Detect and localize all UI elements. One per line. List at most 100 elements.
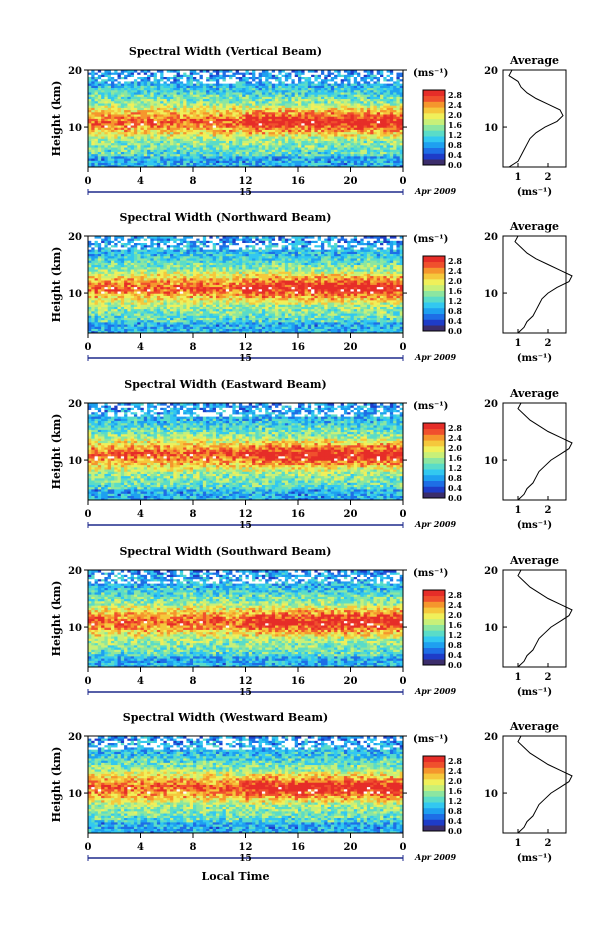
colorbar-segment [423,95,445,102]
colorbar-segment [423,90,445,97]
profile-y-tick-label: 10 [484,123,498,134]
x-tick-label: 20 [344,509,358,520]
heatmap [88,236,404,334]
x-tick-label: 20 [344,676,358,687]
colorbar-tick-label: 0.0 [448,493,462,503]
colorbar-segment [423,319,445,326]
y-tick-label: 10 [68,789,82,800]
colorbar-segment [423,618,445,625]
colorbar-tick-label: 0.4 [448,816,462,826]
x-tick-label: 8 [190,842,197,853]
y-tick-label: 10 [68,456,82,467]
profile-x-label: (ms⁻¹) [517,187,552,198]
day-label: 15 [239,688,252,698]
panel-title: Spectral Width (Vertical Beam) [129,45,322,58]
colorbar-segment [423,457,445,464]
y-tick-label: 20 [68,566,82,577]
profile-x-tick-label: 1 [515,838,522,849]
x-tick-label: 4 [137,342,144,353]
profile-y-tick-label: 10 [484,289,498,300]
profile-x-tick-label: 1 [515,672,522,683]
colorbar-segment [423,124,445,131]
profile-x-tick-label: 2 [545,838,552,849]
x-tick-label: 8 [190,676,197,687]
profile-x-tick-label: 1 [515,505,522,516]
profile-y-tick-label: 10 [484,789,498,800]
profile-x-tick-label: 1 [515,338,522,349]
profile-x-label: (ms⁻¹) [517,853,552,864]
profile-x-tick-label: 2 [545,505,552,516]
colorbar-segment [423,440,445,447]
heatmap [88,736,404,834]
colorbar-tick-label: 0.4 [448,316,462,326]
colorbar-tick-label: 0.4 [448,650,462,660]
panel-title: Spectral Width (Northward Beam) [120,211,332,224]
colorbar-segment [423,273,445,280]
colorbar-tick-label: 2.8 [448,423,462,433]
colorbar-segment [423,636,445,643]
panel-title: Spectral Width (Southward Beam) [119,545,331,558]
colorbar-segment [423,313,445,320]
colorbar-segment [423,601,445,608]
colorbar-tick-label: 1.2 [448,463,462,473]
x-axis-label: Local Time [202,870,270,883]
x-tick-label: 4 [137,509,144,520]
profile-x-tick-label: 2 [545,672,552,683]
colorbar-segment [423,302,445,309]
colorbar-tick-label: 0.8 [448,640,462,650]
colorbar-segment [423,136,445,143]
x-tick-label: 12 [239,842,253,853]
colorbar-tick-label: 2.4 [448,433,462,443]
profile-x-label: (ms⁻¹) [517,353,552,364]
y-tick-label: 20 [68,66,82,77]
colorbar-tick-label: 2.8 [448,256,462,266]
colorbar-segment [423,756,445,763]
y-axis-label: Height (km) [50,81,63,157]
colorbar-segment [423,147,445,154]
profile-title: Average [509,387,559,400]
colorbar-tick-label: 2.0 [448,776,462,786]
colorbar-segment [423,653,445,660]
profile-y-tick-label: 10 [484,456,498,467]
colorbar-segment [423,446,445,453]
day-label: 15 [239,854,252,864]
profile-y-tick-label: 20 [484,566,498,577]
y-axis-label: Height (km) [50,414,63,490]
colorbar-segment [423,624,445,631]
colorbar-segment [423,279,445,286]
colorbar-segment [423,492,445,499]
profile-x-tick-label: 1 [515,172,522,183]
colorbar-segment [423,807,445,814]
colorbar-segment [423,325,445,332]
x-tick-label: 16 [291,509,305,520]
y-tick-label: 20 [68,232,82,243]
x-tick-label: 0 [400,509,407,520]
profile-frame [502,735,567,834]
day-label: 15 [239,188,252,198]
colorbar-tick-label: 2.8 [448,590,462,600]
x-tick-label: 0 [400,176,407,187]
colorbar-segment [423,630,445,637]
x-tick-label: 8 [190,342,197,353]
colorbar-segment [423,595,445,602]
colorbar-tick-label: 0.0 [448,326,462,336]
x-tick-label: 20 [344,342,358,353]
day-label: 15 [239,521,252,531]
panel-5: Spectral Width (Westward Beam)1020Height… [50,711,573,864]
colorbar-tick-label: 2.0 [448,110,462,120]
colorbar-segment [423,647,445,654]
colorbar-segment [423,451,445,458]
profile-frame [502,235,567,334]
colorbar-segment [423,159,445,166]
x-tick-label: 0 [400,842,407,853]
colorbar-tick-label: 2.8 [448,90,462,100]
colorbar-segment [423,773,445,780]
colorbar-segment [423,307,445,314]
colorbar-segment [423,779,445,786]
colorbar-segment [423,641,445,648]
heatmap [88,403,404,501]
x-tick-label: 16 [291,342,305,353]
colorbar-segment [423,659,445,666]
colorbar-tick-label: 2.0 [448,276,462,286]
colorbar-unit: (ms⁻¹) [413,734,448,745]
